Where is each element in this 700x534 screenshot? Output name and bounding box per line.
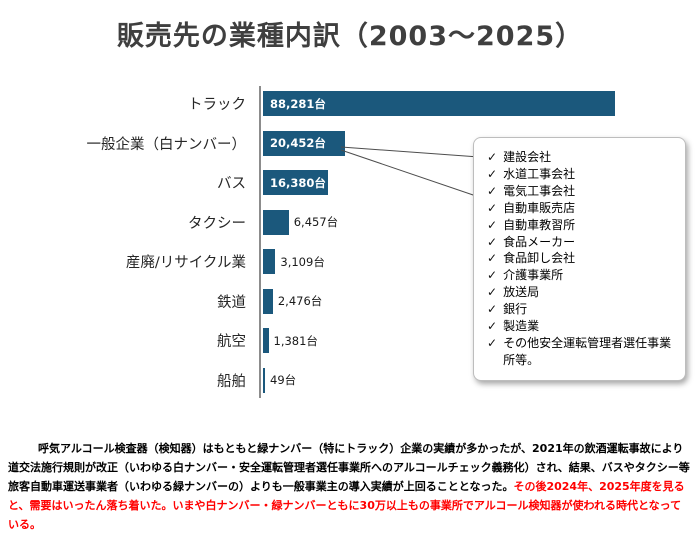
value-label: 2,476台 <box>277 294 323 309</box>
bar: 16,380台 <box>263 170 329 196</box>
checklist-item-label: 電気工事会社 <box>503 183 576 198</box>
checklist-item: ✓ 銀行 <box>487 301 675 318</box>
bar-area: 2,476台 <box>261 282 635 322</box>
value-label: 20,452台 <box>270 136 326 151</box>
value-label: 3,109台 <box>280 254 325 269</box>
category-label: 産廃/リサイクル業 <box>125 255 246 272</box>
value-label: 49台 <box>270 373 297 388</box>
checklist-item: ✓ 自動車販売店 <box>487 200 675 217</box>
bar-row: 航空 1,381台 <box>10 321 635 361</box>
bar-row: バス 16,380台 <box>10 163 635 203</box>
checklist-item-label: 介護事業所 <box>503 268 564 283</box>
checklist-item: ✓ 食品卸し会社 <box>487 250 675 267</box>
bar <box>263 209 289 235</box>
bar: 88,281台 <box>263 91 615 117</box>
check-icon: ✓ <box>487 166 498 181</box>
checklist-item-label: 建設会社 <box>503 150 552 164</box>
bar-row: タクシー 6,457台 <box>10 203 635 243</box>
bar: 20,452台 <box>263 130 345 156</box>
check-icon: ✓ <box>487 319 498 334</box>
category-label: 船舶 <box>217 373 246 390</box>
check-icon: ✓ <box>487 268 498 283</box>
checklist-item: ✓ 電気工事会社 <box>487 183 675 200</box>
bar-area: 20,452台 <box>261 124 635 164</box>
callout-box: ✓ 建設会社 ✓ 水道工事会社 ✓ 電気工事会社 ✓ 自動車販売店 ✓ 自動車教習所 ✓ 食品メーカー… <box>473 137 686 381</box>
chart-title: 販売先の業種内訳（2003～2025） <box>116 21 584 52</box>
value-label: 16,380台 <box>270 175 326 190</box>
bar-row: 一般企業（白ナンバー） 20,452台 <box>10 124 635 164</box>
check-icon: ✓ <box>487 200 498 215</box>
check-icon: ✓ <box>487 217 498 232</box>
callout-checklist: ✓ 建設会社 ✓ 水道工事会社 ✓ 電気工事会社 ✓ 自動車販売店 ✓ 自動車教習所 ✓ 食品メーカー… <box>487 149 675 369</box>
checklist-item: ✓ 介護事業所 <box>487 267 675 284</box>
checklist-item-label: 製造業 <box>503 319 540 334</box>
checklist-item: ✓ 水道工事会社 <box>487 166 675 183</box>
checklist-item: ✓ 製造業 <box>487 318 675 335</box>
footnote-text: 呼気アルコール検査器（検知器）はもともと緑ナンバー（特にトラック）企業の実績が多… <box>8 442 690 493</box>
checklist-item-label: 銀行 <box>503 302 528 317</box>
bar <box>263 367 265 393</box>
checklist-item-label: 自動車販売店 <box>503 200 576 215</box>
bar-row: トラック 88,281台 <box>10 84 635 124</box>
checklist-item-label: 食品メーカー <box>503 234 576 249</box>
bar-area: 49台 <box>261 361 635 401</box>
bar-area: 1,381台 <box>261 321 635 361</box>
value-label: 6,457台 <box>293 215 339 230</box>
checklist-item-label: 食品卸し会社 <box>503 251 576 266</box>
checklist-item: ✓ その他安全運転管理者選任事業所等。 <box>487 335 675 369</box>
bar-row: 産廃/リサイクル業 3,109台 <box>10 242 635 282</box>
checklist-item-label: 自動車教習所 <box>503 217 576 232</box>
bar-rows: トラック 88,281台一般企業（白ナンバー） 20,452台バス 16,380台タク… <box>10 84 635 400</box>
bar-chart: トラック 88,281台一般企業（白ナンバー） 20,452台バス 16,380台タク… <box>10 84 635 400</box>
bar-area: 16,380台 <box>261 163 635 203</box>
bar <box>263 288 273 314</box>
category-label: バス <box>217 176 246 193</box>
footnote: 呼気アルコール検査器（検知器）はもともと緑ナンバー（特にトラック）企業の実績が多… <box>8 439 692 534</box>
bar <box>263 249 276 275</box>
bar <box>263 328 269 354</box>
bar-row: 船舶 49台 <box>10 361 635 401</box>
checklist-item-label: その他安全運転管理者選任事業所等。 <box>503 335 672 367</box>
check-icon: ✓ <box>487 183 498 198</box>
check-icon: ✓ <box>487 234 498 249</box>
value-label: 1,381台 <box>273 333 318 348</box>
checklist-item: ✓ 建設会社 <box>487 149 675 166</box>
checklist-item-label: 放送局 <box>503 285 540 300</box>
check-icon: ✓ <box>487 335 498 350</box>
bar-area: 6,457台 <box>261 203 635 243</box>
category-label: 航空 <box>217 334 246 351</box>
category-label: 鉄道 <box>217 294 246 311</box>
bar-area: 3,109台 <box>261 242 635 282</box>
checklist-item-label: 水道工事会社 <box>503 166 576 181</box>
checklist-item: ✓ 食品メーカー <box>487 234 675 251</box>
check-icon: ✓ <box>487 285 498 300</box>
value-label: 88,281台 <box>270 96 326 111</box>
check-icon: ✓ <box>487 251 498 266</box>
bar-area: 88,281台 <box>261 84 635 124</box>
category-label: トラック <box>188 97 246 114</box>
checklist-item: ✓ 放送局 <box>487 284 675 301</box>
y-axis-line <box>259 86 261 398</box>
checklist-item: ✓ 自動車教習所 <box>487 217 675 234</box>
category-label: タクシー <box>188 215 246 232</box>
category-label: 一般企業（白ナンバー） <box>86 136 247 153</box>
check-icon: ✓ <box>487 302 498 317</box>
bar-row: 鉄道 2,476台 <box>10 282 635 322</box>
check-icon: ✓ <box>487 150 498 164</box>
